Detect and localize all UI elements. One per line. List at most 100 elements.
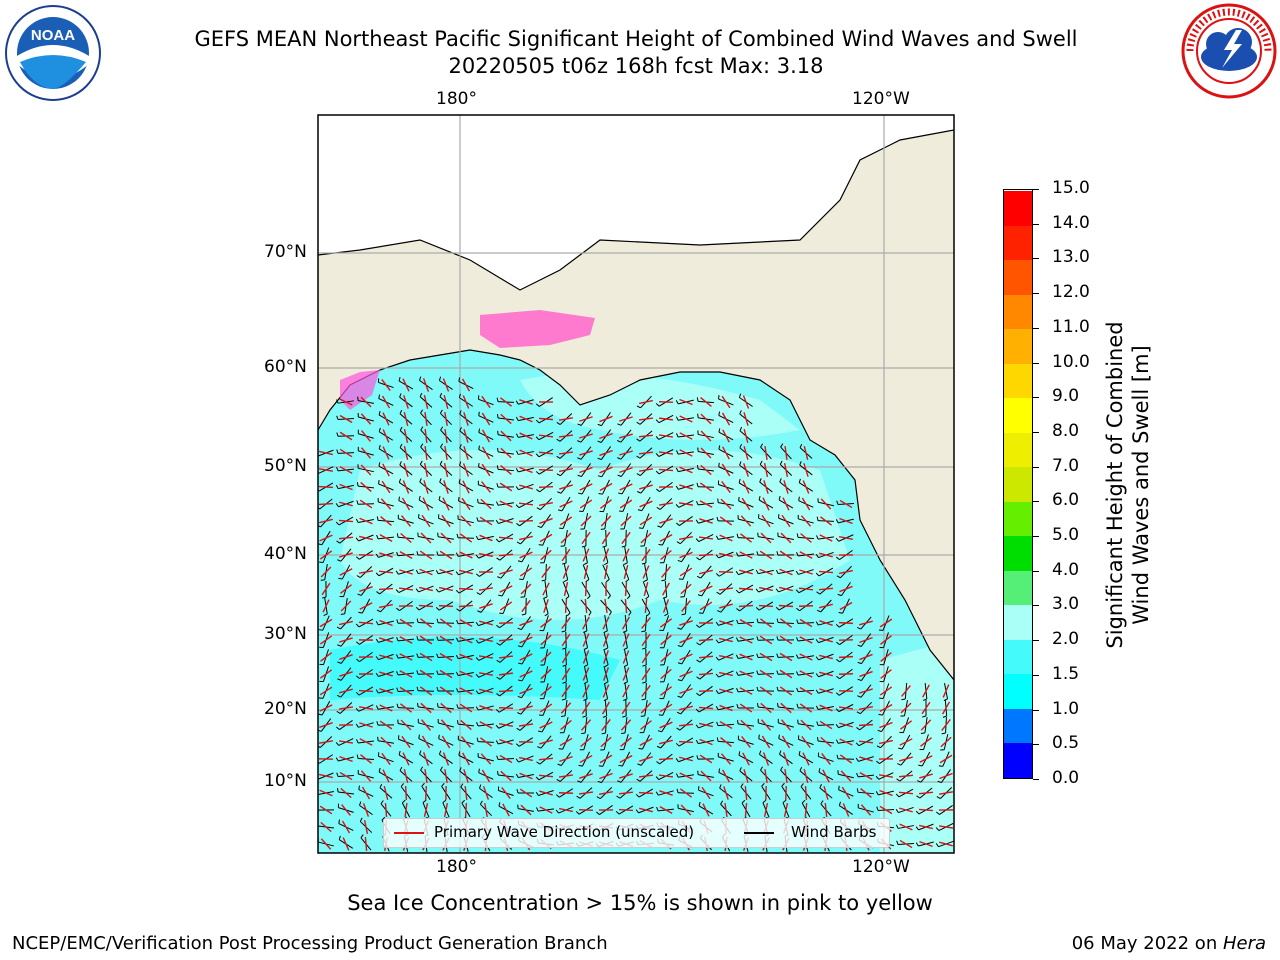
wave-direction-arrow [658, 774, 674, 778]
wind-barb-feather [645, 596, 650, 600]
wind-barb-feather [475, 535, 479, 540]
wave-direction-arrow [319, 450, 333, 456]
wave-direction-arrow [404, 802, 408, 818]
wave-direction-arrow [442, 378, 450, 392]
wave-direction-arrow [399, 653, 413, 661]
wind-barb-feather [476, 517, 479, 522]
wave-direction-arrow [319, 518, 333, 524]
wave-direction-arrow [479, 688, 493, 694]
wind-barb-feather [396, 703, 399, 708]
wind-barb-feather [715, 690, 719, 694]
footer-host: Hera [1222, 933, 1266, 954]
wave-direction-arrow [622, 616, 630, 630]
wind-barb-feather [355, 537, 359, 542]
wave-direction-arrow [539, 703, 553, 713]
lat-label-70n: 70°N [264, 242, 307, 262]
wind-barb-feather [642, 664, 647, 667]
wave-direction-arrow [798, 587, 814, 591]
wave-direction-arrow [759, 550, 773, 560]
wave-direction-arrow [461, 378, 471, 392]
wave-direction-arrow [658, 451, 674, 455]
wave-direction-arrow [358, 621, 374, 625]
wave-direction-arrow [339, 431, 353, 441]
wave-direction-arrow [359, 722, 373, 728]
wind-barb-feather [355, 707, 360, 712]
wind-barb-feather [897, 763, 902, 766]
wave-direction-swatch [394, 832, 424, 834]
wind-barb-feather [587, 595, 591, 600]
wave-direction-arrow [819, 637, 833, 643]
wave-direction-arrow [779, 669, 793, 679]
wave-direction-arrow [640, 532, 652, 544]
wave-direction-arrow [901, 685, 911, 697]
wave-direction-arrow [459, 687, 473, 695]
wave-direction-arrow [561, 633, 571, 647]
wave-direction-arrow [579, 499, 593, 509]
wind-barb-feather [695, 708, 700, 713]
wind-barb-feather [636, 438, 641, 442]
colorbar-tick-label: 15.0 [1052, 178, 1090, 198]
wave-direction-arrow [319, 618, 333, 628]
wave-direction-arrow [619, 483, 633, 491]
wave-direction-arrow [880, 635, 892, 645]
wind-barb-feather [518, 679, 523, 682]
wave-direction-arrow [799, 636, 813, 644]
wave-direction-arrow [443, 480, 449, 494]
wind-barb-feather [435, 588, 440, 593]
colorbar-tick-mark [1033, 327, 1039, 329]
wave-direction-arrow [462, 480, 470, 494]
wave-direction-arrow [939, 754, 953, 764]
wave-direction-arrow [821, 753, 831, 765]
wave-direction-arrow [940, 736, 952, 748]
wind-barb-feather [355, 623, 360, 628]
wave-direction-arrow [440, 719, 452, 731]
wave-direction-arrow [662, 599, 670, 613]
wind-barb-feather [782, 799, 787, 803]
wave-direction-arrow [382, 463, 390, 477]
wind-barb-feather [779, 460, 783, 465]
wind-barb-feather [677, 627, 682, 630]
wind-barb-feather [555, 809, 559, 814]
wave-direction-arrow [364, 836, 368, 852]
wave-direction-arrow [442, 497, 450, 511]
wave-direction-arrow [879, 686, 893, 696]
wave-direction-arrow [379, 654, 393, 660]
wind-barb-feather [399, 426, 403, 431]
wave-direction-arrow [801, 735, 811, 749]
wave-direction-arrow [318, 485, 334, 489]
wind-barb-feather [838, 801, 842, 806]
colorbar-tick-label: 1.5 [1052, 663, 1080, 684]
wave-direction-arrow [479, 603, 493, 609]
wave-direction-arrow [920, 719, 932, 731]
wave-direction-arrow [760, 702, 772, 714]
wind-barb-feather [716, 721, 719, 726]
wave-direction-arrow [799, 618, 813, 628]
wave-direction-arrow [481, 395, 491, 409]
wave-direction-arrow [359, 535, 373, 541]
wind-barb-feather [598, 765, 603, 767]
wind-barb-feather [496, 397, 499, 402]
wind-barb-feather [895, 809, 899, 813]
wind-barb-feather [636, 405, 641, 409]
wave-direction-arrow [459, 569, 473, 575]
wave-direction-arrow [699, 518, 713, 524]
wave-direction-arrow [658, 757, 674, 761]
wind-barb-feather [495, 709, 500, 713]
wind-barb-feather [496, 624, 500, 629]
wave-direction-arrow [501, 787, 511, 799]
sea-ice-note: Sea Ice Concentration > 15% is shown in … [347, 891, 933, 915]
colorbar-tick-label: 11.0 [1052, 316, 1090, 337]
wave-direction-arrow [540, 668, 552, 680]
wind-barb-feather [566, 612, 571, 617]
wave-direction-arrow [502, 803, 510, 817]
wave-direction-arrow [879, 739, 893, 745]
wind-barb-feather [642, 681, 647, 684]
wave-direction-arrow [359, 499, 373, 509]
wave-direction-arrow [702, 803, 710, 817]
wind-barb-feather [816, 591, 821, 595]
wave-direction-arrow [543, 599, 549, 613]
wave-direction-arrow [318, 502, 334, 506]
wave-direction-arrow [760, 719, 772, 731]
wind-barb-feather [915, 842, 919, 847]
wind-barb-feather [355, 723, 359, 728]
